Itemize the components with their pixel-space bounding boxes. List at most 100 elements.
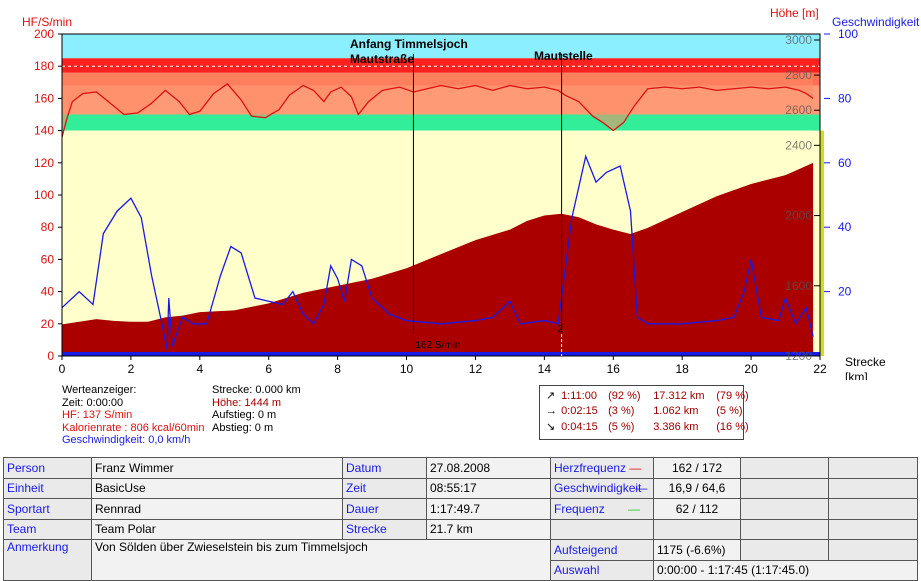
einheit-label: Einheit	[3, 477, 92, 499]
left-tick-label: 0	[47, 349, 54, 363]
person-label: Person	[3, 457, 92, 479]
strecke-label: Strecke	[342, 518, 427, 540]
left-tick-label: 120	[34, 156, 54, 170]
altitude-tick-label: 3000	[785, 33, 812, 47]
readout-zeit: Zeit: 0:00:00	[62, 396, 124, 409]
table-row: Person Franz Wimmer Datum 27.08.2008 Her…	[3, 457, 918, 479]
hf-legend-line-icon: —	[629, 460, 642, 475]
empty-cell	[828, 518, 918, 540]
summary-dist: 17.312 km	[653, 390, 705, 402]
readout-kalorien: Kalorienrate : 806 kcal/60min	[62, 421, 205, 434]
summary-dist-pct: (79 %)	[716, 390, 749, 402]
x-tick-label: 16	[607, 362, 621, 376]
readout-strecke: Strecke: 0.000 km	[212, 384, 301, 396]
left-tick-label: 140	[34, 124, 54, 138]
summary-time: 0:04:15	[561, 421, 598, 433]
marker-number: 2	[558, 324, 564, 335]
x-axis-title-2: [km]	[845, 370, 868, 380]
empty-cell	[828, 477, 918, 499]
auswahl-value: 0:00:00 - 1:17:45 (1:17:45.0)	[653, 559, 918, 581]
table-row: Anmerkung Von Sölden über Zwieselstein b…	[3, 539, 918, 581]
readout-aufstieg: Aufstieg: 0 m	[212, 409, 277, 421]
altitude-tick-label: 1200	[785, 349, 812, 363]
readout-title: Werteanzeiger:	[62, 384, 137, 396]
hr-zone-band	[62, 34, 820, 59]
bottom-band	[62, 352, 820, 356]
altitude-tick-label: 2000	[785, 209, 812, 223]
summary-time: 0:02:15	[561, 404, 598, 417]
aufsteigend-label: Aufsteigend	[550, 539, 654, 561]
speed-tick-label: 60	[838, 156, 852, 170]
hr-zone-band	[62, 58, 820, 73]
frequenz-value: 62 / 112	[653, 498, 741, 520]
marker-label: Anfang Timmelsjoch	[350, 37, 468, 51]
summary-dist: 3.386 km	[653, 421, 699, 433]
person-value: Franz Wimmer	[91, 457, 343, 479]
x-tick-label: 4	[196, 362, 203, 376]
geschw-label: Geschwindigkeit—	[550, 477, 654, 499]
empty-cell	[740, 457, 829, 479]
empty-cell	[828, 539, 918, 561]
team-value: Team Polar	[91, 518, 343, 540]
table-row: Einheit BasicUse Zeit 08:55:17 Geschwind…	[3, 477, 918, 499]
climb-summary-box: ↗ 1:11:00 (92 %) 17.312 km (79 %) → 0:02…	[539, 385, 749, 440]
table-row: Sportart Rennrad Dauer 1:17:49.7 Frequen…	[3, 498, 918, 520]
left-tick-label: 100	[34, 188, 54, 202]
left-tick-label: 20	[41, 317, 55, 331]
x-tick-label: 18	[676, 362, 690, 376]
altitude-tick-label: 2800	[785, 68, 812, 82]
einheit-value: BasicUse	[91, 477, 343, 499]
left-axis-title: HF/S/min	[22, 15, 72, 29]
cursor-value-label: 162 S/min	[415, 340, 460, 351]
speed-tick-label: 100	[838, 27, 858, 41]
zeit-value: 08:55:17	[426, 477, 551, 499]
x-tick-label: 0	[59, 362, 66, 376]
left-tick-label: 200	[34, 27, 54, 41]
team-label: Team	[3, 518, 92, 540]
anmerkung-value: Von Sölden über Zwieselstein bis zum Tim…	[91, 539, 551, 581]
empty-cell	[653, 518, 741, 540]
zeit-label: Zeit	[342, 477, 427, 499]
datum-value: 27.08.2008	[426, 457, 551, 479]
arrow-down-right-icon: ↘	[546, 421, 556, 433]
summary-row-up: ↗ 1:11:00 (92 %) 17.312 km (79 %)	[546, 389, 749, 405]
summary-dist-pct: (16 %)	[716, 421, 749, 433]
speed-line	[61, 154, 814, 350]
arrow-right-icon: →	[546, 404, 557, 417]
readout-right: Strecke: 0.000 km Höhe: 1444 m Aufstieg:…	[212, 384, 301, 434]
marker-label: Mautstraße	[350, 52, 414, 66]
left-tick-label: 40	[41, 285, 55, 299]
summary-time: 1:11:00	[561, 390, 597, 402]
empty-cell	[550, 518, 654, 540]
left-tick-label: 60	[41, 252, 55, 266]
empty-cell	[828, 457, 918, 479]
x-tick-label: 10	[400, 362, 414, 376]
hr-zone-band	[62, 114, 820, 131]
left-tick-label: 180	[34, 59, 54, 73]
speed-tick-label: 80	[838, 91, 852, 105]
empty-cell	[740, 518, 829, 540]
summary-row-down: ↘ 0:04:15 (5 %) 3.386 km (16 %)	[546, 420, 749, 436]
readout-abstieg: Abstieg: 0 m	[212, 421, 274, 434]
readout-hf: HF: 137 S/min	[62, 409, 133, 421]
summary-time-pct: (5 %)	[608, 421, 635, 433]
arrow-up-right-icon: ↗	[546, 390, 556, 402]
x-tick-label: 20	[744, 362, 758, 376]
summary-time-pct: (92 %)	[608, 390, 641, 402]
left-tick-label: 80	[41, 220, 55, 234]
frequenz-label: Frequenz —	[550, 498, 654, 520]
speed-tick-label: 20	[838, 285, 852, 299]
hf-value: 162 / 172	[653, 457, 741, 479]
x-tick-label: 8	[334, 362, 341, 376]
speed-axis-title: Geschwindigkeit	[832, 15, 920, 29]
table-row: Team Team Polar Strecke 21.7 km	[3, 518, 918, 540]
summary-dist-pct: (5 %)	[716, 404, 743, 417]
dauer-label: Dauer	[342, 498, 427, 520]
anmerkung-label: Anmerkung	[3, 539, 92, 581]
x-tick-label: 22	[813, 362, 827, 376]
sportart-value: Rennrad	[91, 498, 343, 520]
readout-geschw: Geschwindigkeit: 0,0 km/h	[62, 434, 191, 446]
hf-upper-fill	[62, 72, 814, 131]
aufsteigend-value: 1175 (-6.6%)	[653, 539, 741, 561]
